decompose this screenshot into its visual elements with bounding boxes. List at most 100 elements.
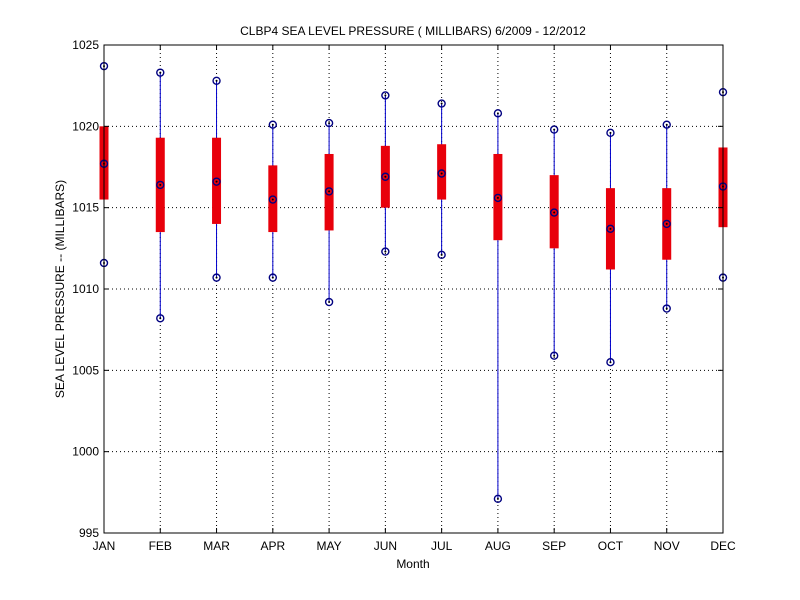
max-marker (606, 128, 615, 138)
x-tick-label: SEP (542, 539, 566, 553)
median-marker-dot (553, 211, 556, 214)
median-marker-dot (384, 175, 387, 178)
min-marker-ring (437, 250, 446, 260)
median-marker (549, 208, 559, 217)
median-marker-ring (662, 219, 671, 229)
min-marker-dot (328, 301, 331, 304)
x-tick-label: NOV (654, 539, 680, 553)
max-marker-dot (609, 131, 612, 134)
y-tick-label: 995 (79, 526, 99, 540)
median-marker (268, 195, 278, 204)
median-marker-dot (328, 190, 331, 193)
x-tick-label: MAR (203, 539, 230, 553)
y-axis-label: SEA LEVEL PRESSURE -- (MILLIBARS) (53, 180, 67, 398)
max-marker-dot (159, 71, 162, 74)
max-marker-ring (381, 91, 390, 100)
median-marker (324, 187, 334, 196)
max-marker-dot (553, 128, 556, 131)
max-marker-dot (440, 102, 443, 105)
max-marker (662, 120, 671, 129)
min-marker (662, 304, 671, 313)
x-tick-label: DEC (710, 539, 736, 553)
x-tick-label: JUL (431, 539, 453, 553)
median-marker (493, 193, 503, 203)
median-marker-ring (324, 187, 334, 196)
max-marker-dot (328, 122, 331, 125)
x-tick-label: APR (260, 539, 285, 553)
max-marker (156, 68, 165, 77)
median-marker-dot (440, 172, 443, 175)
median-marker (662, 219, 671, 229)
min-marker-ring (324, 297, 334, 307)
median-marker-dot (665, 222, 668, 225)
axes: JAN FEB MAR APR MAY JUN JUL AUG SEP OCT NOV DEC 995 1… (72, 38, 736, 553)
median-marker-dot (215, 180, 218, 183)
median-marker-ring (437, 169, 446, 178)
x-tick-label: AUG (485, 539, 511, 553)
min-marker-dot (496, 497, 499, 500)
median-marker-dot (271, 198, 274, 201)
min-marker-dot (215, 276, 218, 279)
min-marker (549, 351, 559, 360)
max-marker-ring (606, 128, 615, 138)
min-marker-ring (549, 351, 559, 360)
min-marker (606, 358, 615, 367)
min-marker-ring (212, 273, 221, 282)
min-marker-dot (440, 253, 443, 256)
min-marker (212, 273, 221, 282)
y-tick-label: 1000 (72, 445, 99, 459)
max-marker-ring (324, 118, 334, 128)
iqr-box (437, 144, 447, 200)
max-marker (381, 91, 390, 100)
max-marker (268, 120, 278, 129)
median-marker-ring (606, 224, 615, 234)
box-series (99, 61, 728, 504)
min-marker-ring (493, 494, 503, 504)
max-marker-ring (156, 68, 165, 77)
y-tick-label: 1025 (72, 38, 99, 52)
min-marker (493, 494, 503, 504)
median-marker (156, 180, 165, 190)
max-marker-dot (271, 123, 274, 126)
max-marker-ring (268, 120, 278, 129)
x-tick-label: JAN (93, 539, 116, 553)
median-marker (437, 169, 446, 178)
min-marker-ring (606, 358, 615, 367)
min-marker (381, 247, 390, 256)
max-marker-ring (212, 76, 221, 85)
x-axis-label: Month (396, 557, 429, 571)
max-marker-ring (549, 125, 559, 134)
median-marker-dot (609, 227, 612, 230)
x-tick-label: JUN (374, 539, 397, 553)
max-marker-dot (496, 112, 499, 115)
median-marker-ring (212, 177, 221, 186)
max-marker (493, 109, 503, 118)
x-tick-label: MAY (317, 539, 342, 553)
y-tick-label: 1015 (72, 201, 99, 215)
x-tick-label: FEB (149, 539, 172, 553)
y-tick-label: 1020 (72, 119, 99, 133)
median-marker-dot (496, 196, 499, 199)
min-marker-ring (662, 304, 671, 313)
max-marker (212, 76, 221, 85)
median-marker (381, 172, 390, 181)
min-marker (324, 297, 334, 307)
median-marker-ring (381, 172, 390, 181)
median-marker (606, 224, 615, 234)
min-marker-ring (156, 314, 165, 323)
max-marker-dot (215, 79, 218, 82)
max-marker (437, 99, 446, 108)
max-marker (324, 118, 334, 128)
min-marker-dot (271, 276, 274, 279)
max-marker-ring (437, 99, 446, 108)
x-tick-label: OCT (598, 539, 624, 553)
max-marker-ring (493, 109, 503, 118)
min-marker (437, 250, 446, 260)
median-marker-ring (549, 208, 559, 217)
max-marker (549, 125, 559, 134)
max-marker-dot (384, 94, 387, 97)
min-marker-dot (159, 317, 162, 320)
max-marker-ring (662, 120, 671, 129)
